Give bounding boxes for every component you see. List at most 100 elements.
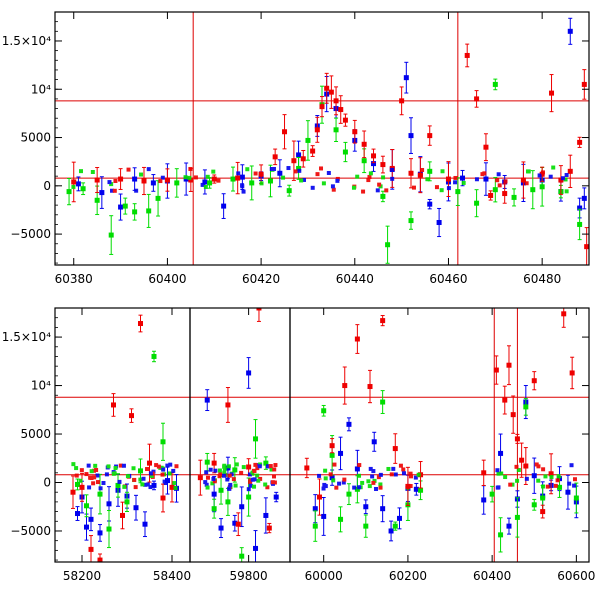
top-point [66, 189, 72, 195]
bottom-point [97, 530, 103, 536]
top-point [361, 158, 367, 164]
top-panel: −5000 0 5000 10⁴ 1.5×10⁴ 60380 60400 60420 60440… [2, 11, 590, 286]
bottom-point [392, 523, 398, 529]
top-point [460, 175, 466, 181]
top-point [567, 168, 573, 174]
bottom-point [514, 436, 520, 442]
top-axes-frame-0 [54, 11, 590, 266]
bottom-point [338, 450, 344, 456]
bottom-point [498, 450, 504, 456]
bottom-point [514, 514, 520, 520]
top-point [352, 129, 358, 135]
top-point [155, 195, 161, 201]
bottom-point [225, 402, 231, 408]
top-xtick-label: 60420 [242, 272, 280, 286]
bottom-point [418, 487, 424, 493]
top-point [483, 144, 489, 150]
top-ytick-label: 5000 [20, 131, 51, 145]
top-point [94, 197, 100, 203]
top-point [380, 162, 386, 168]
top-point [164, 177, 170, 183]
bottom-point [346, 421, 352, 427]
top-point [146, 208, 152, 214]
top-point [483, 176, 489, 182]
top-point [492, 81, 498, 87]
bottom-point [367, 384, 373, 390]
bottom-point [133, 505, 139, 511]
bottom-ytick-label: 10⁴ [31, 379, 51, 393]
bottom-point [235, 521, 241, 527]
top-point [286, 188, 292, 194]
bottom-point [151, 482, 157, 488]
top-xtick-label: 60400 [148, 272, 186, 286]
bottom-ytick-label: 0 [43, 476, 51, 490]
top-point [122, 203, 128, 209]
bottom-point [218, 525, 224, 531]
bottom-point [502, 397, 508, 403]
top-point [202, 179, 208, 185]
bottom-point [380, 318, 386, 324]
top-point [408, 170, 414, 176]
bottom-point [211, 491, 217, 497]
bottom-point [253, 436, 259, 442]
top-point [530, 187, 536, 193]
top-point [296, 165, 302, 171]
bottom-points [70, 308, 579, 562]
bottom-point [481, 470, 487, 476]
top-xtick-label: 60460 [429, 272, 467, 286]
bottom-point [531, 378, 537, 384]
top-point [333, 98, 339, 104]
bottom-xtick-label: 58200 [63, 569, 101, 583]
top-point [581, 195, 587, 201]
bottom-point [211, 506, 217, 512]
bottom-xtick-label: 60200 [389, 569, 427, 583]
top-point [474, 200, 480, 206]
top-xtick-label: 60480 [523, 272, 561, 286]
bottom-point [405, 483, 411, 489]
bottom-point [266, 525, 272, 531]
top-point [427, 201, 433, 207]
bottom-point [312, 523, 318, 529]
top-point [502, 191, 508, 197]
bottom-point [519, 457, 525, 463]
bottom-point [523, 463, 529, 469]
top-point [141, 178, 147, 184]
bottom-panel: −5000 0 5000 10⁴ 1.5×10⁴ 58200 58400 59800 60000… [2, 307, 595, 583]
bottom-point [239, 504, 245, 510]
top-point [94, 177, 100, 183]
bottom-point [493, 367, 499, 373]
bottom-point [312, 506, 318, 512]
bottom-point [354, 336, 360, 342]
bottom-point [97, 491, 103, 497]
top-point [361, 141, 367, 147]
bottom-point [239, 553, 245, 559]
top-point [296, 152, 302, 158]
top-point [188, 177, 194, 183]
bottom-point [160, 439, 166, 445]
top-point [319, 104, 325, 110]
bottom-point [329, 452, 335, 458]
bottom-point [573, 495, 579, 501]
top-point [230, 176, 236, 182]
bottom-point [273, 494, 279, 500]
top-point [408, 133, 414, 139]
bottom-axes-frame-2 [289, 307, 590, 563]
bottom-point [413, 486, 419, 492]
bottom-point [79, 484, 85, 490]
top-ytick-label: 10⁴ [31, 82, 51, 96]
bottom-point [548, 471, 554, 477]
top-point [150, 180, 156, 186]
bottom-point [396, 515, 402, 521]
bottom-ytick-label: 1.5×10⁴ [2, 330, 51, 344]
top-points [66, 17, 589, 265]
bottom-point [363, 523, 369, 529]
bottom-point [329, 475, 335, 481]
bottom-point [106, 526, 112, 532]
top-point [455, 189, 461, 195]
bottom-point [160, 495, 166, 501]
bottom-point [263, 512, 269, 518]
top-point [207, 180, 213, 186]
bottom-point [106, 501, 112, 507]
bottom-xtick-label: 60000 [305, 569, 343, 583]
